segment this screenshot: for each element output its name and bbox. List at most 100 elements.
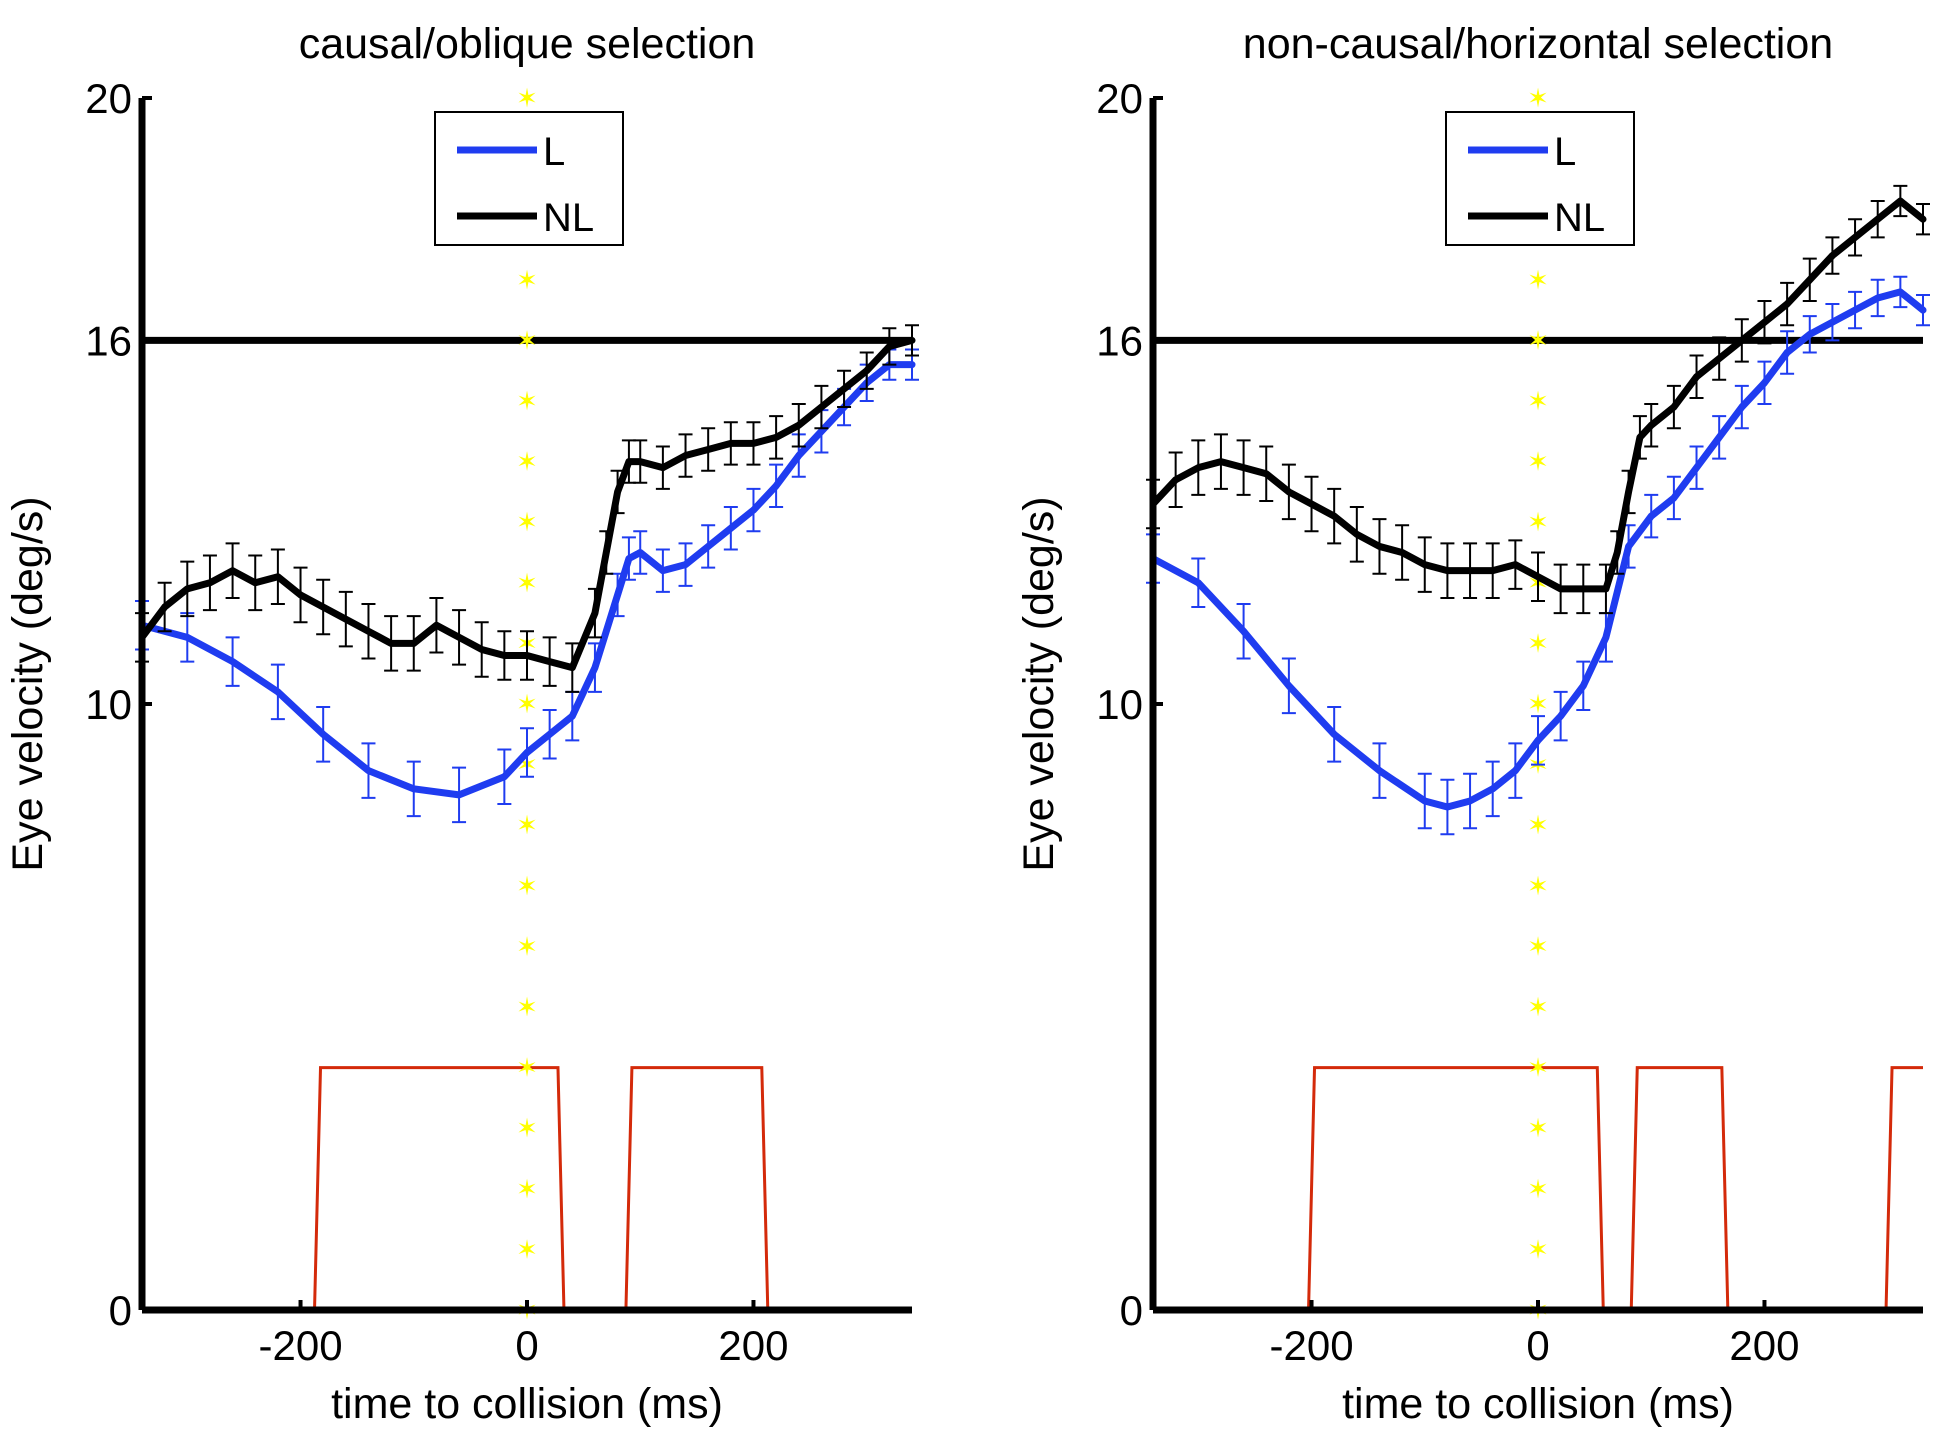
data-point (1808, 278, 1812, 282)
data-point (185, 635, 189, 639)
panel-non-causal-horizontal: non-causal/horizontal selection ✶ ✶ ✶ ✶ ✶ ✶ ✶ ✶ ✶… (1015, 20, 1930, 1428)
data-point (276, 690, 280, 694)
data-point (1287, 684, 1291, 688)
data-point (1604, 587, 1608, 591)
data-point (1423, 799, 1427, 803)
data-point (1196, 466, 1200, 470)
data-point (525, 750, 529, 754)
data-point (1762, 320, 1766, 324)
data-point (1559, 714, 1563, 718)
marker-star: ✶ (516, 1234, 538, 1264)
data-point (1830, 254, 1834, 258)
data-point (1468, 569, 1472, 573)
data-point (797, 454, 801, 458)
data-point (842, 387, 846, 391)
data-point (729, 526, 733, 530)
time-zero-marker-line: ✶✶✶✶✶✶✶✶✶✶✶✶✶✶✶✶✶✶✶✶✶ (516, 83, 538, 1325)
data-point (1400, 551, 1404, 554)
marker-star: ✶ (516, 1174, 538, 1204)
data-point (1638, 435, 1642, 439)
data-point (1332, 732, 1336, 736)
data-point (627, 557, 631, 561)
data-point (1740, 405, 1744, 409)
data-point (1242, 629, 1246, 633)
marker-star: ✶ (1527, 83, 1549, 113)
data-point (797, 423, 801, 427)
data-point (1468, 799, 1472, 803)
data-point (616, 593, 620, 597)
marker-star: ✶ (516, 447, 538, 477)
data-point (412, 641, 416, 645)
marker-star: ✶ (1527, 386, 1549, 416)
data-point (1264, 472, 1268, 476)
y-tick-label: 0 (1120, 1287, 1143, 1334)
data-point (1717, 357, 1721, 361)
x-tick-label: 0 (515, 1322, 538, 1369)
legend: L NL (1445, 111, 1635, 246)
data-point (1785, 302, 1789, 306)
data-point (1355, 532, 1359, 536)
data-point (1672, 496, 1676, 500)
y-tick-label: 20 (1096, 75, 1143, 122)
marker-star: ✶ (516, 265, 538, 295)
data-point (751, 508, 755, 512)
marker-star: ✶ (516, 325, 538, 355)
data-point (389, 641, 393, 645)
data-point (729, 441, 733, 445)
data-point (684, 454, 688, 458)
data-point (1785, 351, 1789, 355)
data-point (1876, 217, 1880, 221)
data-point (774, 435, 778, 439)
data-point (627, 460, 631, 464)
legend-box (434, 111, 624, 246)
y-tick-label: 16 (85, 317, 132, 364)
data-point (412, 787, 416, 791)
data-point (231, 569, 235, 573)
marker-star: ✶ (1527, 1053, 1549, 1083)
data-point (1219, 460, 1223, 464)
y-tick-label: 20 (85, 75, 132, 122)
data-point (1536, 575, 1540, 579)
data-point (570, 666, 574, 670)
data-point (910, 363, 914, 367)
data-point (1423, 563, 1427, 567)
marker-star: ✶ (1527, 507, 1549, 537)
marker-star: ✶ (1527, 1174, 1549, 1204)
marker-star: ✶ (1527, 931, 1549, 961)
data-point (1242, 466, 1246, 470)
data-point (1196, 581, 1200, 585)
data-point (706, 544, 710, 548)
time-zero-marker-line: ✶✶✶✶✶✶✶✶✶✶✶✶✶✶✶✶✶✶✶✶✶ (1527, 83, 1549, 1325)
data-point (366, 769, 370, 773)
marker-star: ✶ (1527, 810, 1549, 840)
marker-star: ✶ (516, 507, 538, 537)
legend: L NL (434, 111, 624, 246)
marker-star: ✶ (1527, 447, 1549, 477)
marker-star: ✶ (516, 931, 538, 961)
data-point (231, 660, 235, 664)
chart-title: non-causal/horizontal selection (1243, 20, 1833, 68)
marker-star: ✶ (516, 992, 538, 1022)
data-point (548, 660, 552, 664)
step-trace-line (1153, 1066, 1923, 1312)
legend-box (1445, 111, 1635, 246)
data-point (1332, 514, 1336, 518)
error-bars-l (135, 348, 919, 824)
data-point (593, 666, 597, 670)
x-tick-label: 0 (1526, 1322, 1549, 1369)
x-tick-label: -200 (258, 1322, 342, 1369)
data-point (684, 563, 688, 567)
data-point (253, 581, 257, 585)
data-point (1310, 502, 1314, 506)
data-point (1830, 320, 1834, 324)
marker-star: ✶ (1527, 628, 1549, 658)
data-point (548, 732, 552, 736)
data-point (638, 551, 642, 554)
y-tick-label: 10 (85, 681, 132, 728)
data-point (1695, 466, 1699, 470)
data-point (1627, 490, 1631, 494)
data-point (1536, 738, 1540, 742)
data-point (1717, 435, 1721, 439)
